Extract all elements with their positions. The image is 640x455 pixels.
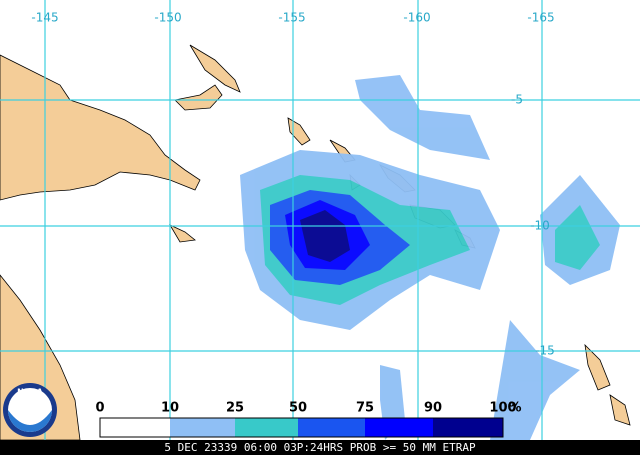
legend-swatch — [298, 418, 365, 437]
latitude-label: -10 — [530, 219, 550, 233]
caption-bar — [0, 440, 640, 455]
legend-swatch — [100, 418, 170, 437]
logo-text: NOAA — [17, 388, 43, 397]
latitude-label: -5 — [511, 93, 523, 107]
legend-label: 10 — [161, 401, 179, 416]
legend-swatch — [235, 418, 298, 437]
longitude-label: -155 — [278, 11, 305, 25]
legend-unit: % — [508, 401, 521, 416]
legend-label: 100 — [489, 401, 516, 416]
graticule — [0, 0, 640, 440]
legend-swatch — [433, 418, 503, 437]
longitude-label: -165 — [527, 11, 554, 25]
legend-label: 50 — [289, 401, 307, 416]
noaa-logo: NOAA — [3, 383, 57, 437]
legend-label: 25 — [226, 401, 244, 416]
longitude-label: -145 — [31, 11, 58, 25]
legend-swatch — [170, 418, 235, 437]
legend-frame — [99, 417, 504, 438]
legend-label: 90 — [424, 401, 442, 416]
precipitation-probability — [240, 75, 620, 440]
legend: 0 10 25 50 75 90 100% — [95, 401, 522, 438]
longitude-label: -160 — [403, 11, 430, 25]
caption: 5 DEC 23339 06:00 03P:24HRS PROB >= 50 M… — [164, 441, 476, 454]
longitude-label: -150 — [154, 11, 181, 25]
legend-label: 0 — [95, 401, 104, 416]
legend-label: 75 — [356, 401, 374, 416]
legend-swatch — [365, 418, 433, 437]
latitude-label: -15 — [535, 344, 555, 358]
